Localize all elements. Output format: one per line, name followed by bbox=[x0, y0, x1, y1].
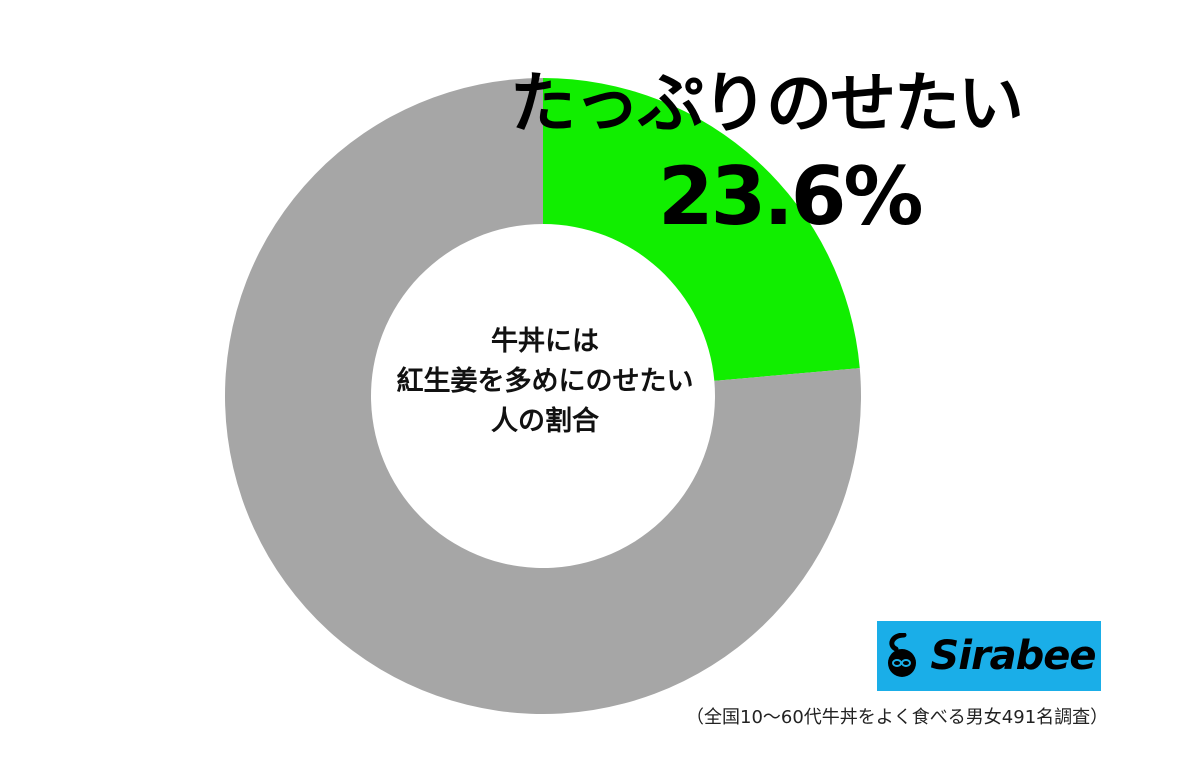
chart-title-line-1: 牛丼には bbox=[491, 326, 599, 357]
donut-slice-0 bbox=[543, 78, 860, 381]
sirabee-logo: Sirabee bbox=[877, 621, 1101, 691]
chart-title-line-2: 紅生姜を多めにのせたい bbox=[396, 366, 694, 397]
donut-slice-1 bbox=[224, 78, 861, 714]
chart-title-line-3: 人の割合 bbox=[491, 406, 599, 437]
sirabee-logo-icon bbox=[888, 633, 917, 677]
slice-label-tappuri: たっぷりのせたい bbox=[510, 65, 1024, 142]
sirabee-logo-text: Sirabee bbox=[930, 633, 1096, 679]
chart-title: 牛丼には 紅生姜を多めにのせたい 人の割合 bbox=[380, 322, 710, 442]
slice-value-tappuri: 23.6% bbox=[658, 150, 924, 243]
source-note: （全国10～60代牛丼をよく食べる男女491名調査） bbox=[686, 707, 1109, 728]
